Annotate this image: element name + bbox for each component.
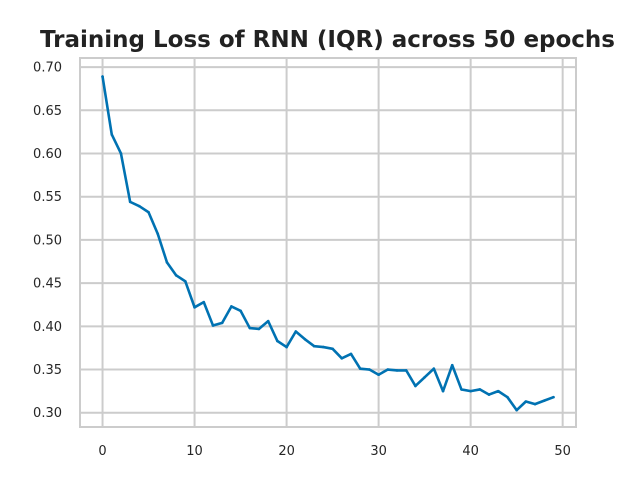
data-point [377, 373, 380, 377]
data-point [404, 369, 408, 372]
data-point [202, 300, 206, 304]
y-tick-label: 0.40 [33, 320, 62, 335]
data-point [110, 133, 114, 136]
tick-labels: 0 10 20 30 40 50 0.30 0.35 0.40 0.45 0.50 0.55 0.60 0… [33, 61, 571, 459]
y-tick-label: 0.35 [33, 363, 62, 378]
data-point [450, 363, 454, 367]
data-point [285, 345, 288, 349]
data-point [496, 389, 500, 393]
data-point [340, 356, 344, 360]
plot-area [79, 57, 577, 428]
data-point [239, 309, 242, 313]
data-point [423, 376, 426, 379]
x-tick-label: 50 [554, 444, 571, 459]
y-tick-label: 0.50 [33, 233, 62, 248]
data-point [276, 339, 279, 343]
data-point [119, 152, 123, 155]
x-tick-label: 0 [98, 444, 106, 459]
data-point [184, 280, 187, 283]
data-point [542, 399, 546, 402]
x-tick-label: 10 [186, 444, 203, 459]
y-tick-label: 0.45 [33, 277, 62, 292]
data-point [469, 389, 472, 393]
data-point [147, 210, 150, 214]
series-layer [101, 75, 555, 412]
x-tick-label: 20 [278, 444, 295, 459]
data-point [193, 306, 196, 309]
data-point [312, 344, 316, 348]
data-point [368, 368, 371, 371]
y-tick-label: 0.65 [33, 104, 62, 119]
chart-title: Training Loss of RNN (IQR) across 50 epo… [40, 27, 615, 53]
y-tick-label: 0.30 [33, 406, 62, 421]
data-point [322, 345, 325, 349]
data-point [165, 261, 169, 264]
y-tick-label: 0.60 [33, 147, 62, 162]
data-point [257, 327, 261, 331]
data-point [220, 321, 224, 325]
data-point [487, 393, 491, 396]
data-point [358, 367, 362, 370]
grid [80, 58, 576, 427]
data-point [138, 204, 141, 208]
data-point [294, 330, 298, 333]
data-point [552, 395, 555, 399]
data-point [248, 326, 252, 330]
data-point [349, 352, 353, 356]
y-tick-label: 0.70 [33, 61, 62, 76]
series-line [101, 75, 555, 412]
data-point [174, 274, 178, 277]
data-point [395, 369, 399, 372]
data-point [478, 388, 482, 391]
data-point [303, 337, 307, 341]
data-point [506, 395, 509, 399]
data-point [331, 347, 334, 351]
data-point [230, 305, 233, 308]
data-point [533, 402, 537, 406]
data-point [156, 232, 160, 236]
data-point [101, 75, 104, 78]
y-tick-label: 0.55 [33, 190, 62, 205]
data-point [515, 408, 518, 412]
data-point [414, 384, 417, 388]
data-point [211, 324, 215, 327]
data-point [386, 368, 390, 371]
data-point [266, 319, 270, 323]
x-tick-label: 30 [370, 444, 387, 459]
x-tick-label: 40 [462, 444, 479, 459]
data-point [432, 367, 436, 370]
data-point [524, 400, 528, 403]
data-point [128, 200, 132, 204]
data-point [460, 388, 463, 391]
data-point [441, 389, 445, 393]
